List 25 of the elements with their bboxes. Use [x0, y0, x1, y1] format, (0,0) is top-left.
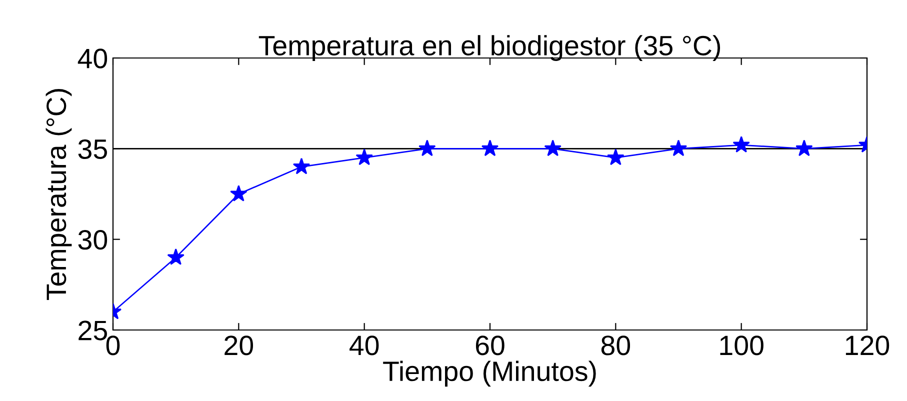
x-axis-title: Tiempo (Minutos) — [383, 360, 596, 387]
point — [230, 184, 248, 202]
point — [796, 140, 813, 156]
x-tick-label: 80 — [601, 336, 630, 356]
y-tick-label: 40 — [78, 48, 108, 68]
x-tick-label: 120 — [846, 336, 890, 356]
x-tick-label: 0 — [106, 336, 120, 356]
x-tick-label: 20 — [224, 336, 254, 356]
point — [356, 148, 373, 166]
y-tick-label: 30 — [78, 230, 108, 250]
point — [670, 140, 688, 156]
x-tick-label: 60 — [476, 336, 504, 356]
x-tick-label: 100 — [720, 336, 764, 356]
point — [481, 140, 499, 156]
y-tick-label: 35 — [78, 139, 107, 160]
point — [418, 140, 436, 156]
point — [292, 158, 310, 174]
chart-title: Temperatura en el biodigestor (35 °C) — [258, 35, 720, 61]
point — [544, 140, 562, 156]
point — [732, 136, 750, 152]
x-tick-label: 40 — [350, 336, 379, 356]
point — [167, 248, 184, 265]
y-tick-label: 25 — [78, 320, 107, 340]
y-axis-title: Temperatura (°C) — [46, 89, 72, 300]
point — [607, 148, 624, 166]
